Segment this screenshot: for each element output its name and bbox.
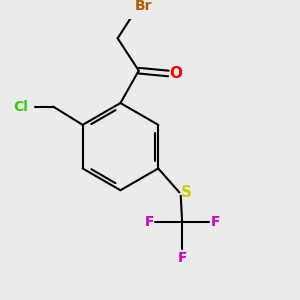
Text: F: F [145,215,154,229]
Text: O: O [170,66,183,81]
Text: F: F [177,251,187,265]
Text: S: S [181,185,192,200]
Text: Br: Br [134,0,152,13]
Text: Cl: Cl [13,100,28,114]
Text: F: F [210,215,220,229]
